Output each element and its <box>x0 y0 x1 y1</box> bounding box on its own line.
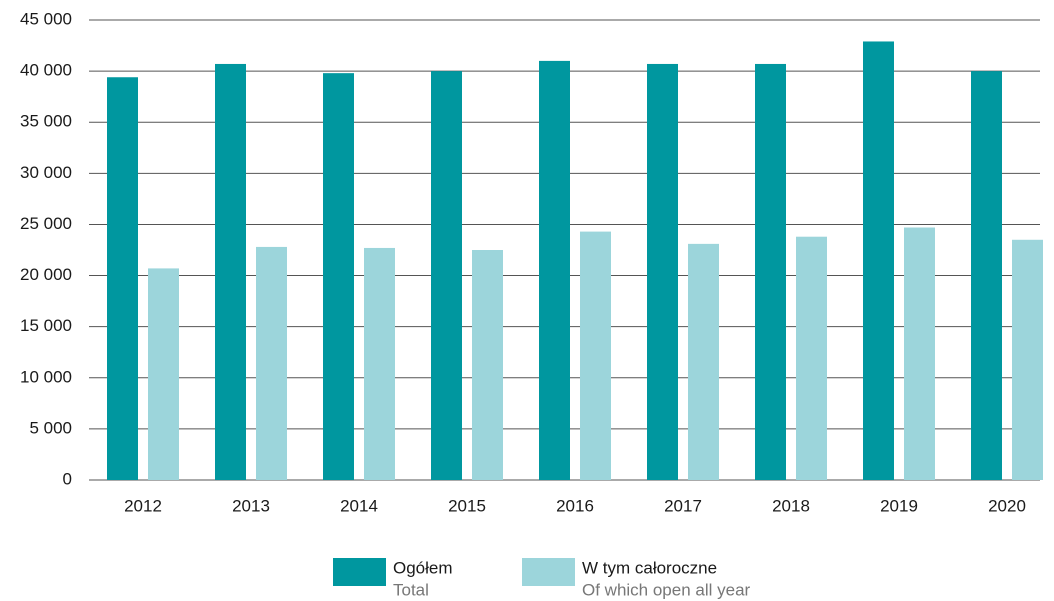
bar <box>904 227 935 480</box>
bar <box>580 231 611 480</box>
bar <box>971 71 1002 480</box>
bar <box>755 63 786 480</box>
x-tick-label: 2017 <box>664 496 702 515</box>
bar <box>688 243 719 480</box>
bar <box>107 77 138 480</box>
bar <box>215 63 246 480</box>
bar <box>863 41 894 480</box>
x-tick-label: 2012 <box>124 496 162 515</box>
legend-sublabel: Total <box>393 580 429 599</box>
bar <box>323 73 354 481</box>
x-tick-label: 2013 <box>232 496 270 515</box>
x-tick-label: 2020 <box>988 496 1026 515</box>
x-tick-label: 2015 <box>448 496 486 515</box>
x-tick-label: 2014 <box>340 496 378 515</box>
y-tick-label: 40 000 <box>20 61 72 80</box>
bar <box>148 268 179 480</box>
bar <box>364 247 395 480</box>
x-tick-label: 2018 <box>772 496 810 515</box>
legend-label: Ogółem <box>393 558 453 577</box>
bar <box>647 63 678 480</box>
x-tick-label: 2019 <box>880 496 918 515</box>
legend-label: W tym całoroczne <box>582 558 717 577</box>
y-tick-label: 45 000 <box>20 9 72 28</box>
bar <box>431 71 462 480</box>
legend-sublabel: Of which open all year <box>582 580 751 599</box>
bar <box>539 60 570 481</box>
bar <box>256 246 287 480</box>
y-tick-label: 35 000 <box>20 112 72 131</box>
y-tick-label: 0 <box>63 469 72 488</box>
bar <box>1012 239 1043 480</box>
bar <box>472 250 503 480</box>
legend-swatch <box>333 558 386 586</box>
legend-swatch <box>522 558 575 586</box>
y-tick-label: 25 000 <box>20 214 72 233</box>
x-tick-label: 2016 <box>556 496 594 515</box>
y-tick-label: 20 000 <box>20 265 72 284</box>
y-tick-label: 10 000 <box>20 367 72 386</box>
bar <box>796 236 827 480</box>
y-tick-label: 30 000 <box>20 163 72 182</box>
y-tick-label: 5 000 <box>29 418 72 437</box>
y-tick-label: 15 000 <box>20 316 72 335</box>
